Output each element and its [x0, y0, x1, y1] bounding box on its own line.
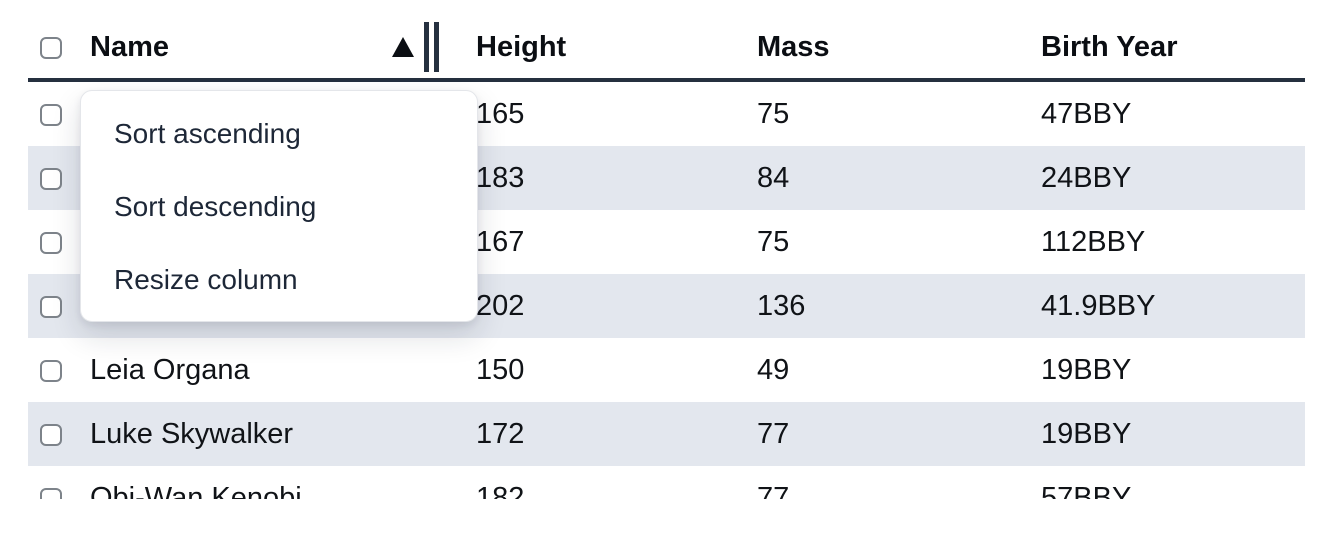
table-row: Luke Skywalker 172 77 19BBY — [28, 402, 1305, 466]
column-context-menu: Sort ascending Sort descending Resize colu… — [80, 90, 478, 322]
row-checkbox-cell — [28, 226, 90, 259]
row-checkbox[interactable] — [40, 167, 62, 190]
row-checkbox[interactable] — [40, 295, 62, 318]
cell-height: 167 — [476, 225, 525, 258]
cell-mass: 49 — [757, 353, 790, 386]
cell-birth-year: 57BBY — [1041, 481, 1132, 500]
table-body: 165 75 47BBY 183 84 24BBY 167 75 112BBY 202 136 41.… — [28, 82, 1305, 499]
row-checkbox[interactable] — [40, 231, 62, 254]
cell-height: 165 — [476, 97, 525, 130]
table-header-row: Name Height Mass Birth Year — [28, 0, 1305, 82]
cell-name: Leia Organa — [90, 353, 250, 386]
column-header-mass[interactable]: Mass — [757, 30, 830, 63]
row-checkbox[interactable] — [40, 423, 62, 446]
row-checkbox[interactable] — [40, 103, 62, 126]
column-header-birth-year[interactable]: Birth Year — [1041, 30, 1178, 63]
table-row: Obi-Wan Kenobi 182 77 57BBY — [28, 466, 1305, 499]
cell-mass: 75 — [757, 225, 790, 258]
row-checkbox-cell — [28, 482, 90, 499]
row-checkbox[interactable] — [40, 359, 62, 382]
cell-height: 172 — [476, 417, 525, 450]
cell-birth-year: 112BBY — [1041, 225, 1146, 258]
cell-height: 202 — [476, 289, 525, 322]
cell-mass: 77 — [757, 481, 790, 500]
cell-birth-year: 47BBY — [1041, 97, 1132, 130]
cell-name: Luke Skywalker — [90, 417, 294, 450]
data-table: Name Height Mass Birth Year 165 75 47BBY 18… — [28, 0, 1305, 499]
cell-birth-year: 19BBY — [1041, 417, 1132, 450]
menu-item-sort-descending[interactable]: Sort descending — [114, 190, 317, 222]
header-checkbox-cell — [28, 31, 90, 64]
cell-name: Obi-Wan Kenobi — [90, 481, 302, 500]
cell-birth-year: 19BBY — [1041, 353, 1132, 386]
cell-mass: 136 — [757, 289, 806, 322]
cell-height: 150 — [476, 353, 525, 386]
menu-item-resize-column[interactable]: Resize column — [114, 263, 298, 295]
row-checkbox-cell — [28, 290, 90, 323]
cell-mass: 84 — [757, 161, 790, 194]
cell-mass: 75 — [757, 97, 790, 130]
select-all-checkbox[interactable] — [40, 36, 62, 59]
row-checkbox[interactable] — [40, 487, 62, 499]
column-header-name-label: Name — [90, 30, 169, 63]
row-checkbox-cell — [28, 98, 90, 131]
cell-birth-year: 24BBY — [1041, 161, 1132, 194]
row-checkbox-cell — [28, 418, 90, 451]
cell-mass: 77 — [757, 417, 790, 450]
table-row: Leia Organa 150 49 19BBY — [28, 338, 1305, 402]
column-header-name[interactable]: Name — [90, 22, 476, 72]
cell-height: 182 — [476, 481, 525, 500]
menu-item-sort-ascending[interactable]: Sort ascending — [114, 117, 301, 149]
column-resize-handle[interactable] — [424, 22, 439, 72]
sort-ascending-icon — [392, 37, 414, 57]
cell-birth-year: 41.9BBY — [1041, 289, 1156, 322]
column-header-height[interactable]: Height — [476, 30, 567, 63]
row-checkbox-cell — [28, 162, 90, 195]
cell-height: 183 — [476, 161, 525, 194]
row-checkbox-cell — [28, 354, 90, 387]
